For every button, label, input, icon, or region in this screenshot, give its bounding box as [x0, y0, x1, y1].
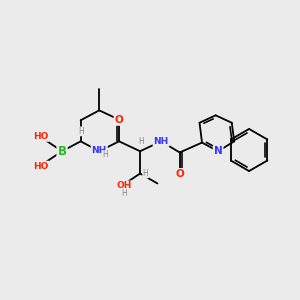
Text: HO: HO: [33, 162, 49, 171]
Text: OH: OH: [116, 182, 132, 190]
Text: O: O: [115, 115, 123, 125]
Text: B: B: [58, 145, 67, 158]
Text: H: H: [78, 127, 83, 136]
Text: O: O: [175, 169, 184, 179]
Text: H: H: [121, 189, 127, 198]
Text: H: H: [139, 137, 144, 146]
Text: H: H: [142, 169, 148, 178]
Text: NH: NH: [154, 137, 169, 146]
Text: HO: HO: [33, 132, 49, 141]
Text: N: N: [214, 146, 223, 156]
Text: NH: NH: [92, 146, 107, 154]
Text: H: H: [103, 151, 108, 160]
